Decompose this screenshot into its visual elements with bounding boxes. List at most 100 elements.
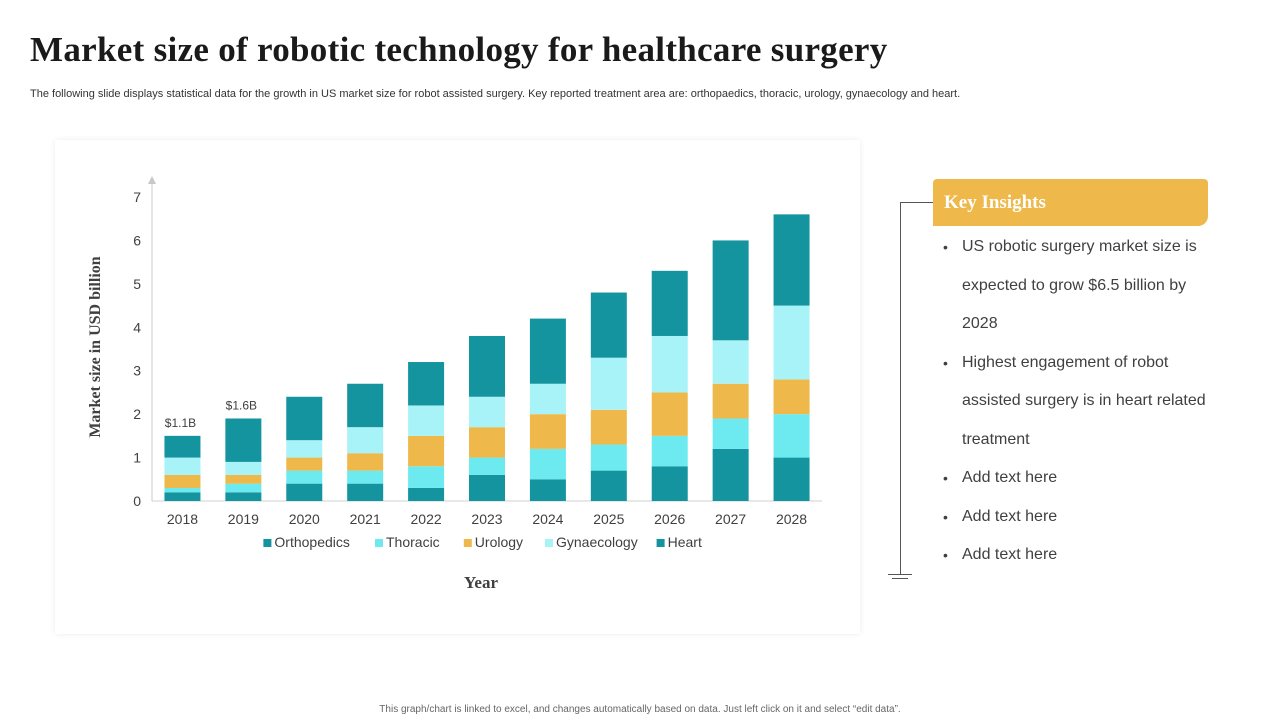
- x-tick-label: 2018: [167, 511, 198, 527]
- bar-segment-urology: [529, 414, 566, 449]
- bar-segment-heart: [225, 418, 262, 462]
- y-axis-title: Market size in USD billion: [87, 256, 104, 437]
- insights-connector: [900, 202, 933, 203]
- bar-segment-thoracic: [712, 418, 749, 449]
- x-tick-label: 2028: [776, 511, 807, 527]
- bar-segment-urology: [286, 457, 323, 471]
- x-tick-label: 2022: [411, 511, 442, 527]
- page-subtitle: The following slide displays statistical…: [30, 88, 961, 100]
- insight-item: Add text here: [940, 459, 1210, 498]
- legend-swatch-heart: [656, 539, 665, 547]
- insights-bracket-base-inner: [892, 578, 908, 579]
- page-title: Market size of robotic technology for he…: [30, 30, 888, 69]
- legend-swatch-thoracic: [375, 539, 383, 547]
- x-tick-label: 2027: [715, 511, 746, 527]
- legend-label: Thoracic: [386, 534, 440, 550]
- bar-segment-heart: [529, 318, 566, 384]
- bar-segment-orthopedics: [225, 492, 262, 501]
- bar-segment-thoracic: [408, 466, 445, 488]
- bar-segment-orthopedics: [712, 448, 749, 501]
- bar-segment-urology: [773, 379, 810, 415]
- x-tick-label: 2023: [471, 511, 502, 527]
- insights-bracket-line: [900, 202, 901, 574]
- y-tick-label: 0: [133, 493, 141, 509]
- insight-item: Add text here: [940, 498, 1210, 537]
- bar-segment-orthopedics: [529, 479, 566, 501]
- legend-label: Gynaecology: [556, 534, 638, 550]
- bar-segment-heart: [408, 362, 445, 406]
- bar-segment-urology: [347, 453, 384, 471]
- bar-segment-thoracic: [651, 435, 688, 467]
- footer-note: This graph/chart is linked to excel, and…: [379, 704, 901, 715]
- bar-segment-orthopedics: [469, 474, 505, 501]
- bar-segment-gynaecology: [590, 357, 627, 410]
- y-tick-label: 2: [133, 406, 141, 422]
- bar-segment-gynaecology: [408, 405, 445, 436]
- stacked-bar-chart: 0 1 2 3 4 5 6 7 2018 2019 2020 2021 2022 2023 2024 2025…: [87, 176, 822, 592]
- legend-swatch-gynaecology: [545, 539, 553, 547]
- bar-segment-orthopedics: [590, 470, 627, 501]
- y-tick-label: 1: [133, 450, 141, 466]
- bar-segment-orthopedics: [408, 487, 445, 501]
- bar-segment-urology: [651, 392, 688, 436]
- bar-segment-heart: [590, 292, 627, 358]
- bar-segment-heart: [651, 270, 688, 336]
- x-tick-label: 2025: [593, 511, 624, 527]
- bar-segment-thoracic: [286, 470, 323, 484]
- bar-segment-thoracic: [225, 483, 262, 493]
- data-annotation: $1.6B: [226, 398, 257, 412]
- bar-segment-gynaecology: [225, 461, 262, 475]
- bar-segment-urology: [225, 474, 262, 484]
- legend-swatch-orthopedics: [263, 539, 272, 547]
- legend-label: Orthopedics: [274, 534, 349, 550]
- bar-segment-gynaecology: [651, 335, 688, 393]
- y-tick-label: 7: [133, 189, 141, 205]
- x-tick-label: 2019: [228, 511, 259, 527]
- bar-segment-orthopedics: [347, 483, 384, 501]
- bar-segment-thoracic: [529, 448, 566, 480]
- bar-segment-thoracic: [590, 444, 627, 471]
- bar-segment-heart: [469, 335, 505, 397]
- x-tick-label: 2024: [532, 511, 563, 527]
- insight-item: Highest engagement of robot assisted sur…: [940, 344, 1210, 460]
- legend-swatch-urology: [463, 539, 472, 547]
- y-tick-label: 3: [133, 363, 141, 379]
- bar-segment-gynaecology: [347, 427, 384, 454]
- x-tick-label: 2021: [350, 511, 381, 527]
- bar-segment-heart: [286, 396, 323, 441]
- bar-segment-heart: [164, 435, 201, 458]
- bar-segment-orthopedics: [286, 483, 323, 501]
- bar-segment-heart: [347, 383, 384, 428]
- bar-segment-thoracic: [347, 470, 384, 484]
- bar-segment-thoracic: [469, 457, 505, 475]
- bar-segment-heart: [773, 214, 810, 306]
- bar-segment-urology: [469, 427, 505, 458]
- y-tick-label: 6: [133, 232, 141, 248]
- bar-segment-gynaecology: [164, 457, 201, 475]
- data-annotation: $1.1B: [165, 416, 196, 430]
- bar-segment-gynaecology: [469, 396, 505, 428]
- legend-label: Urology: [475, 534, 523, 550]
- bar-segment-gynaecology: [712, 340, 749, 384]
- x-tick-label: 2020: [289, 511, 320, 527]
- y-axis-arrow: [148, 176, 156, 184]
- bar-segment-orthopedics: [773, 457, 810, 501]
- bar-segment-thoracic: [773, 414, 810, 458]
- bar-segment-urology: [590, 409, 627, 445]
- bar-segment-gynaecology: [529, 383, 566, 415]
- bar-segment-urology: [408, 435, 445, 467]
- bar-segment-orthopedics: [164, 492, 201, 501]
- x-tick-label: 2026: [654, 511, 685, 527]
- chart-card: 0 1 2 3 4 5 6 7 2018 2019 2020 2021 2022 2023 2024 2025…: [55, 140, 860, 634]
- bar-segment-urology: [164, 474, 201, 488]
- key-insights-heading: Key Insights: [933, 179, 1208, 226]
- bar-segment-thoracic: [164, 487, 201, 493]
- bar-segment-urology: [712, 383, 749, 419]
- insight-item: Add text here: [940, 536, 1210, 575]
- bar-segment-gynaecology: [773, 305, 810, 380]
- y-tick-label: 5: [133, 276, 141, 292]
- bar-segment-gynaecology: [286, 440, 323, 458]
- bar-segment-orthopedics: [651, 466, 688, 501]
- bar-segment-heart: [712, 240, 749, 341]
- x-axis-title: Year: [464, 573, 498, 592]
